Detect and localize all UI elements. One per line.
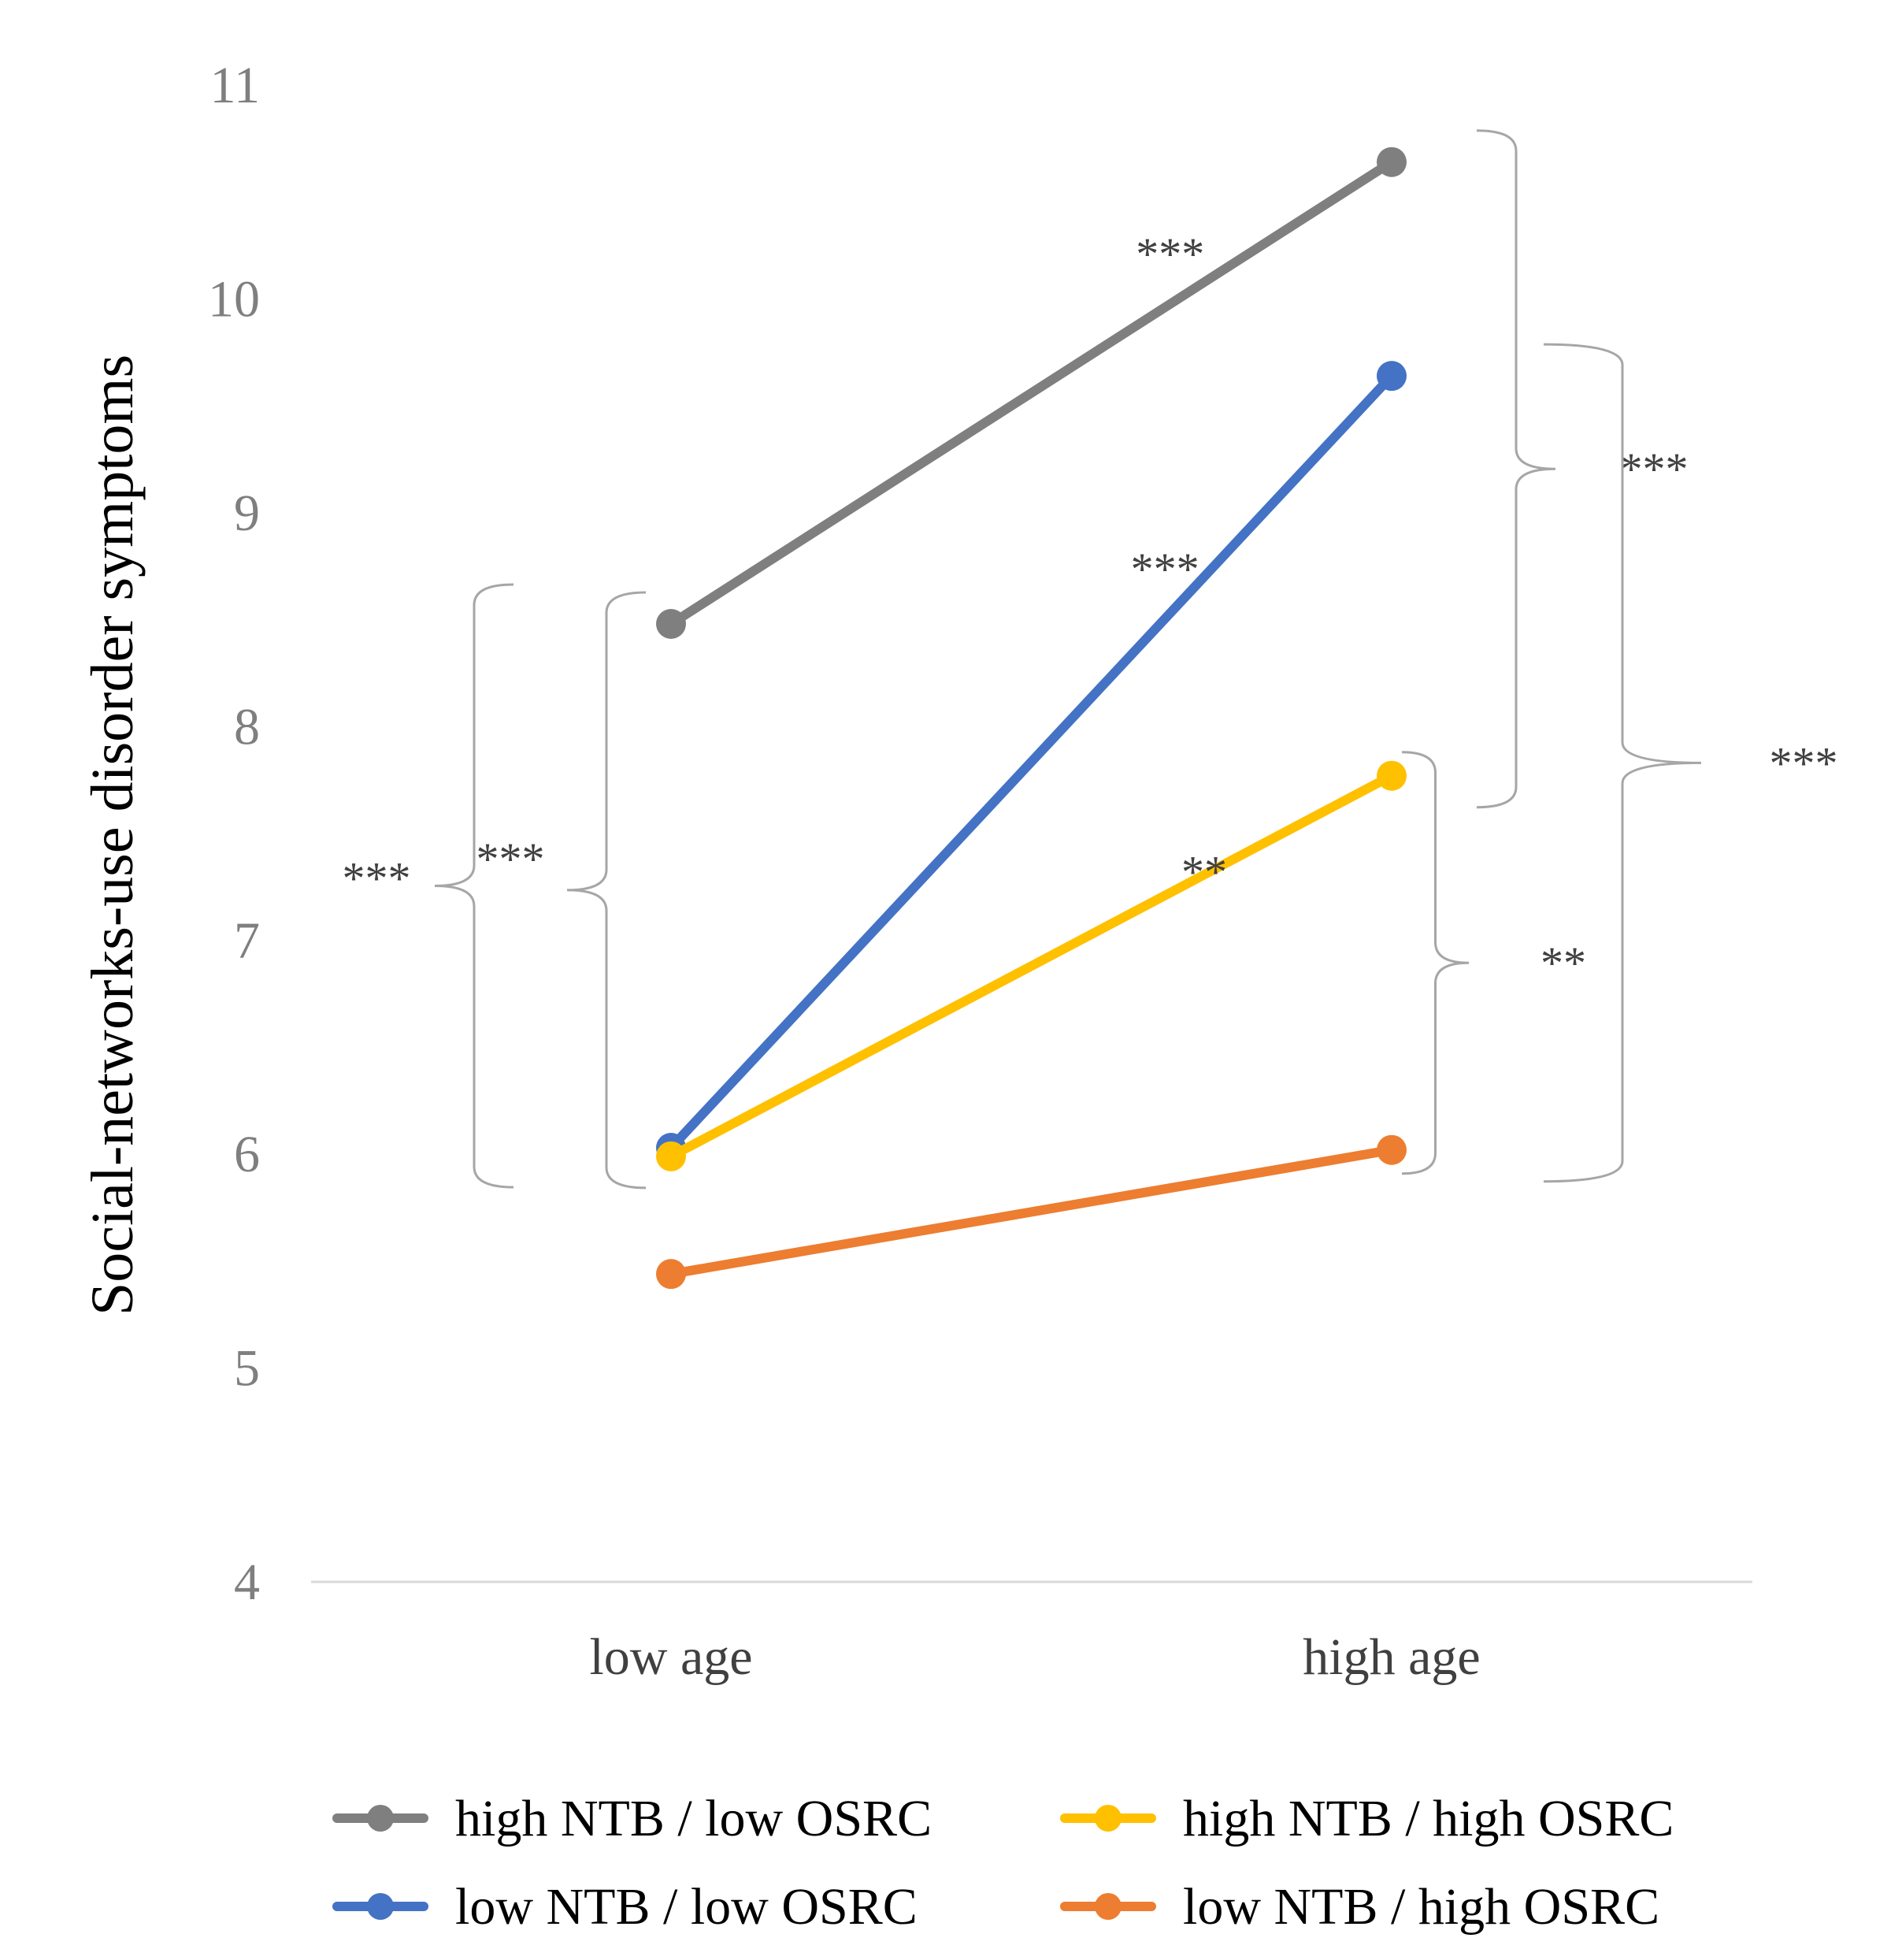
legend-label: high NTB / high OSRC (1183, 1790, 1674, 1847)
significance-bracket (1401, 751, 1470, 1175)
y-tick-label: 10 (208, 270, 260, 328)
y-tick-label: 9 (234, 484, 260, 542)
legend-marker (1095, 1805, 1122, 1832)
series-line (666, 1145, 1396, 1279)
significance-brackets: *** *********** (343, 129, 1838, 1190)
slope-significance-labels: ******** (1131, 228, 1227, 897)
data-point (1377, 1134, 1407, 1165)
series-line (666, 157, 1396, 629)
slope-significance-label: ** (1181, 846, 1227, 897)
series-group (656, 147, 1407, 1290)
y-tick-label: 5 (234, 1340, 260, 1398)
y-tick-label: 7 (234, 912, 260, 970)
legend-marker (367, 1805, 394, 1832)
data-point (656, 1259, 686, 1290)
legend-label: high NTB / low OSRC (455, 1790, 932, 1847)
y-tick-label: 4 (234, 1554, 260, 1611)
bracket-significance-label: *** (476, 833, 545, 885)
x-tick-label: high age (1303, 1628, 1480, 1686)
data-point (656, 609, 686, 639)
x-tick-label: low age (589, 1628, 752, 1686)
legend-marker (367, 1893, 394, 1920)
data-point (656, 1141, 686, 1171)
significance-bracket (1476, 129, 1556, 809)
legend: high NTB / low OSRC low NTB / low OSRC hig… (332, 1790, 1674, 1936)
legend-item: low NTB / low OSRC (332, 1878, 918, 1936)
series-line (666, 770, 1396, 1161)
legend-label: low NTB / low OSRC (455, 1878, 918, 1936)
legend-item: low NTB / high OSRC (1060, 1878, 1659, 1936)
data-point (1377, 760, 1407, 791)
y-axis-label: Social-networks-use disorder symptoms (80, 355, 146, 1316)
bracket-significance-label: ** (1541, 937, 1586, 989)
data-point (1377, 361, 1407, 392)
y-tick-label: 11 (209, 57, 260, 114)
significance-bracket (566, 591, 647, 1190)
y-axis-ticks: 4 5 6 7 8 9 10 11 (208, 57, 260, 1611)
x-axis-categories: low age high age (589, 1628, 1480, 1686)
legend-marker (1095, 1893, 1122, 1920)
slope-significance-label: *** (1136, 228, 1204, 280)
y-tick-label: 8 (234, 698, 260, 755)
y-tick-label: 6 (234, 1126, 260, 1183)
legend-item: high NTB / high OSRC (1060, 1790, 1674, 1847)
slope-significance-label: *** (1131, 544, 1199, 595)
significance-bracket (434, 583, 514, 1189)
significance-bracket (1543, 343, 1702, 1183)
bracket-significance-label: *** (343, 853, 411, 904)
data-point (1377, 147, 1407, 177)
legend-label: low NTB / high OSRC (1183, 1878, 1659, 1936)
series-line (666, 371, 1396, 1153)
legend-item: high NTB / low OSRC (332, 1790, 932, 1847)
bracket-significance-label: *** (1770, 737, 1838, 789)
bracket-significance-label: *** (1620, 444, 1689, 495)
